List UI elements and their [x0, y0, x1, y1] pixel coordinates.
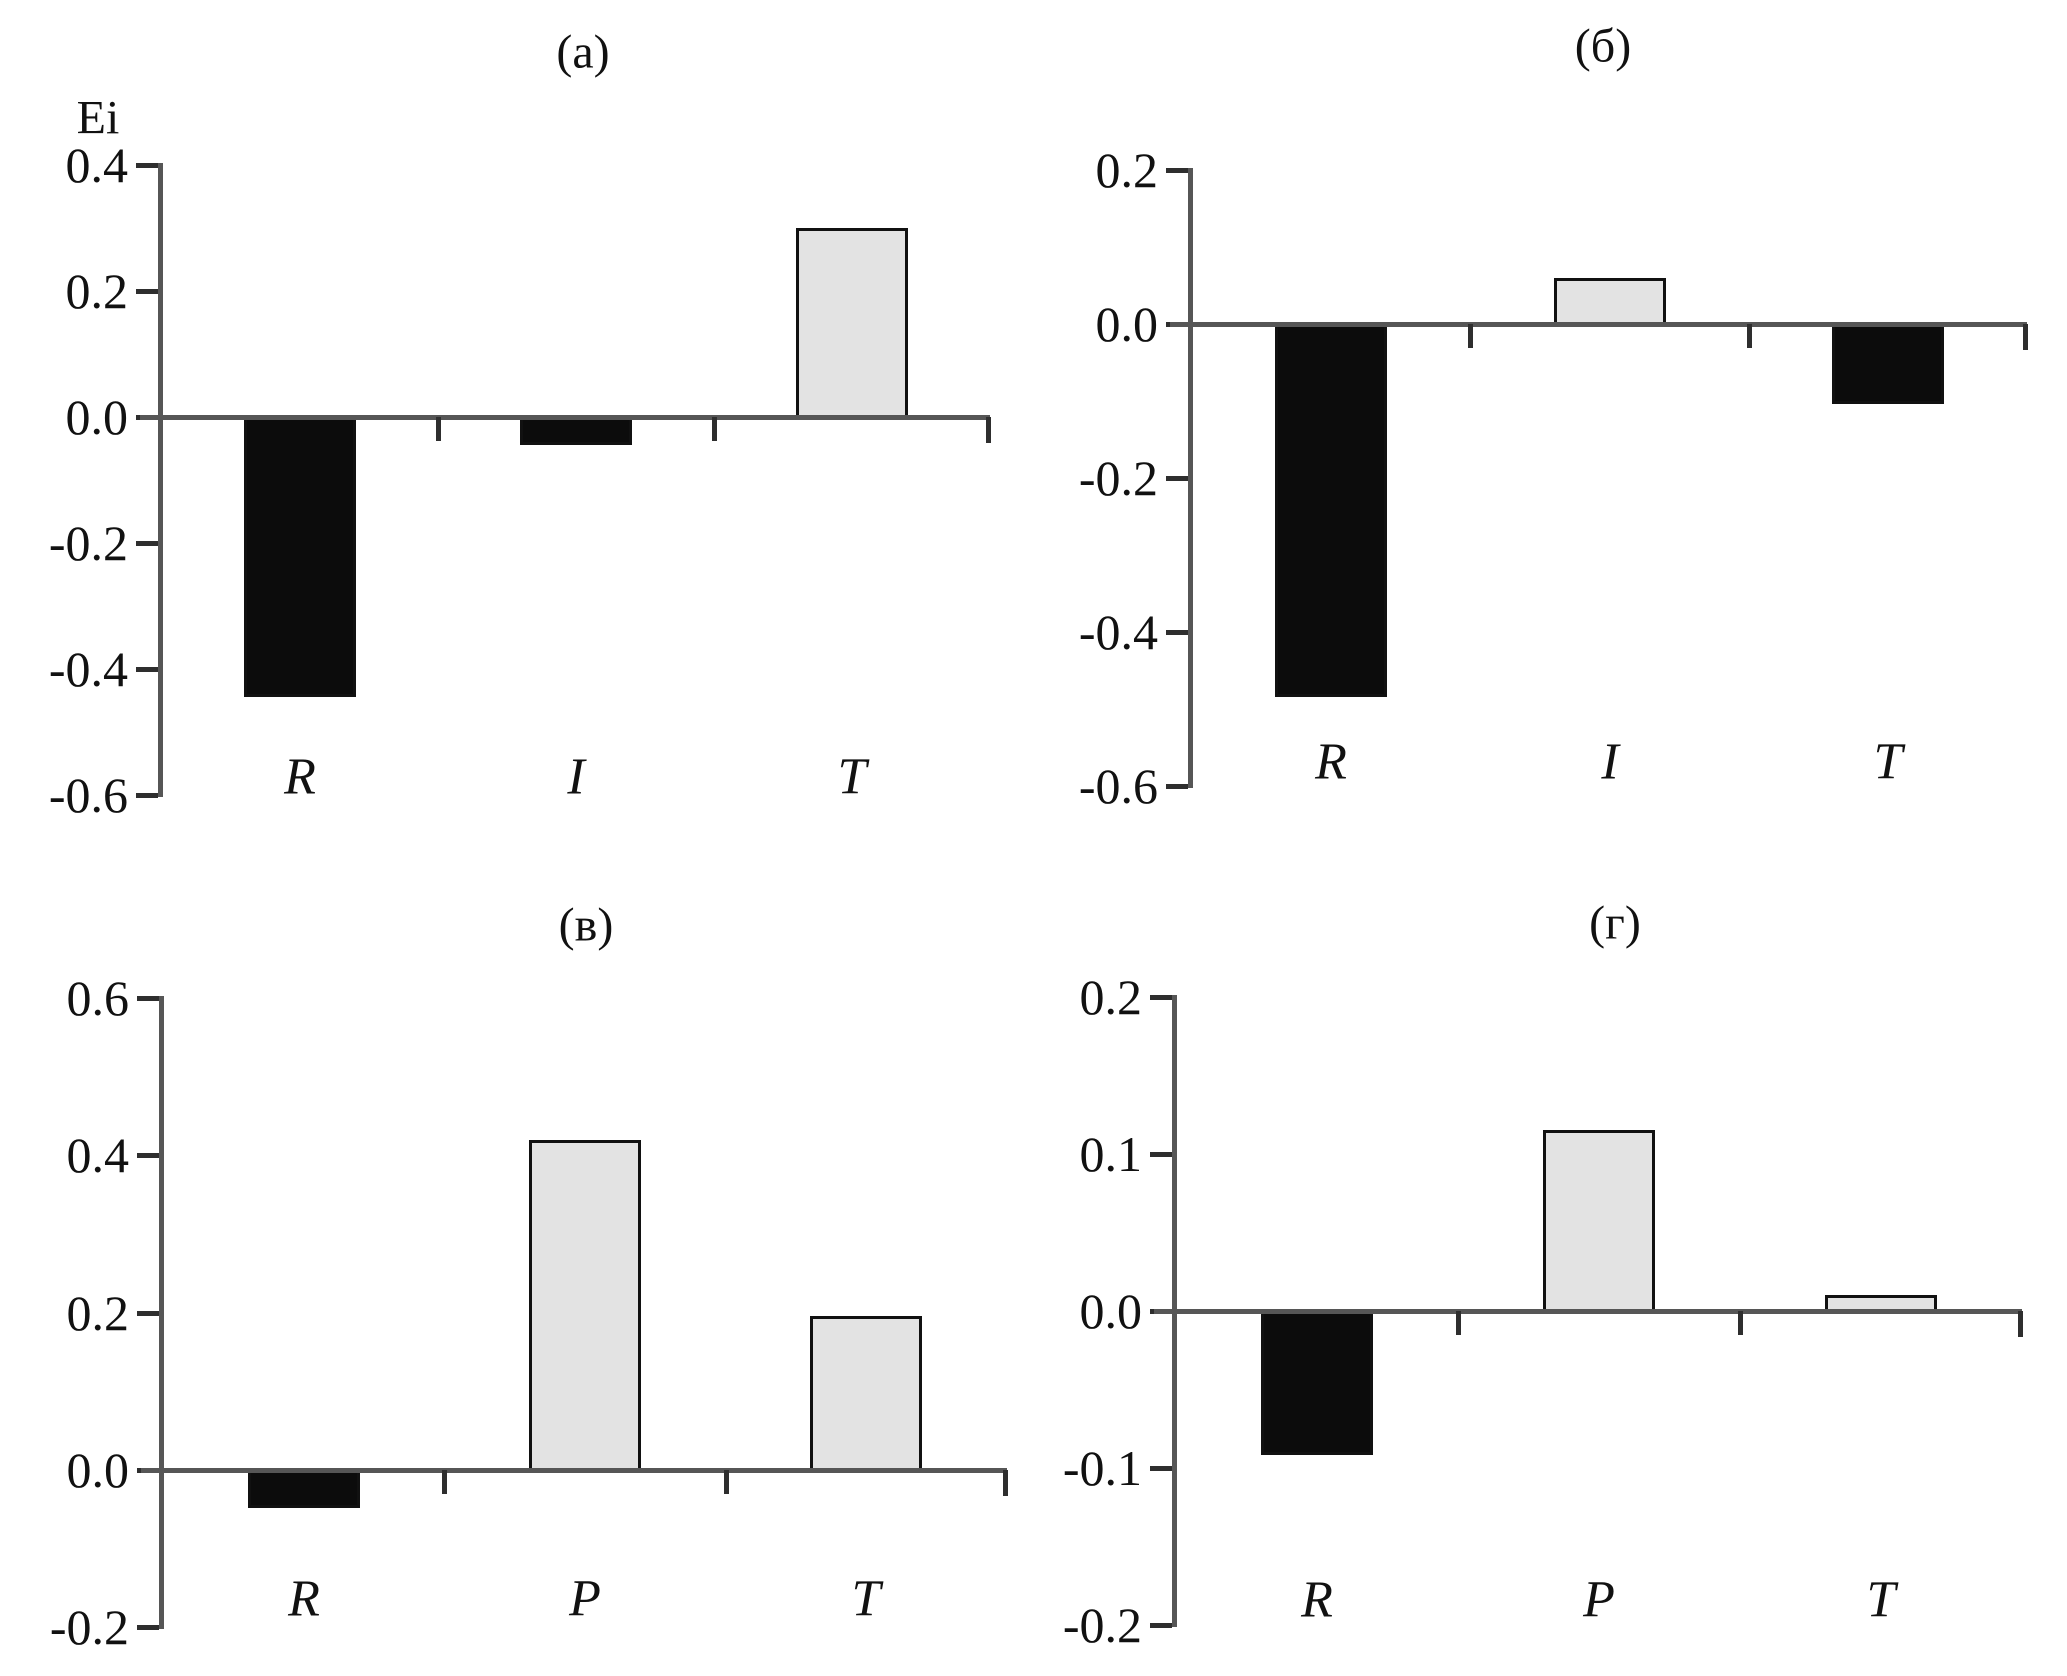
panel-g-ytick-label--0.2: -0.2 — [1062, 1597, 1142, 1653]
panel-g-xtick-2 — [1738, 1311, 1743, 1335]
panel-v-bar-P — [529, 1140, 641, 1473]
panel-a-y-axis — [158, 163, 163, 797]
panel-g-cat-label-R: R — [1301, 1571, 1333, 1629]
panel-a-ytick-label--0.4: -0.4 — [48, 641, 128, 697]
panel-v-xtick-2 — [724, 1470, 729, 1494]
panel-b-xtick-1 — [1468, 324, 1473, 348]
panel-g-ytick--0.2 — [1150, 1623, 1172, 1628]
panel-a-ytick-label-0.2: 0.2 — [65, 263, 129, 319]
panel-g-xtick-end — [2018, 1311, 2023, 1337]
panel-g-ytick-label-0.0: 0.0 — [1079, 1283, 1143, 1339]
panel-g-ytick-0.2 — [1150, 995, 1172, 1000]
panel-a-ytick-0.4 — [136, 163, 158, 168]
panel-b-xtick-2 — [1747, 324, 1752, 348]
panel-a-bar-R — [244, 417, 356, 697]
panel-b-cat-label-I: I — [1601, 733, 1619, 791]
panel-g-xtick-1 — [1456, 1311, 1461, 1335]
panel-v-ytick-label-0.0: 0.0 — [66, 1442, 130, 1498]
panel-a-xtick-end — [986, 417, 991, 443]
panel-v-cat-label-R: R — [288, 1570, 320, 1628]
panel-v-xtick-end — [1003, 1470, 1008, 1496]
panel-v-bar-T — [810, 1316, 922, 1473]
panel-a-zero-line — [140, 415, 990, 420]
panel-g-bar-P — [1543, 1130, 1655, 1314]
panel-v-ytick-label-0.4: 0.4 — [66, 1127, 130, 1183]
panel-b-ytick--0.2 — [1166, 476, 1188, 481]
panel-v-ytick-0.2 — [137, 1311, 159, 1316]
panel-a-ytick-label-0.4: 0.4 — [65, 137, 129, 193]
panel-a-ytick--0.6 — [136, 793, 158, 798]
panel-b-ytick-label--0.6: -0.6 — [1078, 758, 1158, 814]
panel-b-bar-I — [1554, 278, 1666, 327]
panel-a-ytick-label-0.0: 0.0 — [65, 389, 129, 445]
panel-b-ytick--0.6 — [1166, 784, 1188, 789]
panel-g-zero-line — [1154, 1309, 2022, 1314]
panel-v-xtick-1 — [442, 1470, 447, 1494]
panel-v-ytick-0.4 — [137, 1153, 159, 1158]
panel-b-zero-line — [1170, 322, 2027, 327]
panel-b-ytick-label--0.2: -0.2 — [1078, 450, 1158, 506]
panel-v-title: (в) — [558, 898, 614, 952]
panel-b-title: (б) — [1574, 19, 1632, 73]
panel-g-ytick-label-0.2: 0.2 — [1079, 969, 1143, 1025]
panel-v-ytick-label--0.2: -0.2 — [49, 1599, 129, 1655]
panel-b-ytick--0.4 — [1166, 630, 1188, 635]
panel-a-ytick-label--0.6: -0.6 — [48, 767, 128, 823]
panel-v-ytick-label-0.6: 0.6 — [66, 970, 130, 1026]
panel-a-cat-label-I: I — [567, 748, 585, 806]
panel-b-y-axis — [1188, 168, 1193, 788]
panel-g-ytick--0.1 — [1150, 1466, 1172, 1471]
panel-a-xtick-2 — [712, 417, 717, 441]
panel-v-ytick-label-0.2: 0.2 — [66, 1285, 130, 1341]
panel-a-cat-label-R: R — [284, 748, 316, 806]
panel-g-ytick-0.1 — [1150, 1152, 1172, 1157]
panel-v-cat-label-P: P — [569, 1570, 601, 1628]
panel-g-bar-R — [1261, 1311, 1373, 1455]
panel-a-ytick-0.2 — [136, 289, 158, 294]
panel-v-zero-line — [141, 1468, 1007, 1473]
panel-v-bar-R — [248, 1470, 360, 1508]
panel-b-cat-label-T: T — [1873, 733, 1903, 791]
panel-g-ytick-label--0.1: -0.1 — [1062, 1440, 1142, 1496]
panel-v-ytick--0.2 — [137, 1625, 159, 1630]
panel-g-cat-label-T: T — [1866, 1571, 1896, 1629]
panel-v-cat-label-T: T — [851, 1570, 881, 1628]
panel-b-ytick-0.2 — [1166, 168, 1188, 173]
panel-g-title: (г) — [1589, 896, 1641, 950]
panel-a-xtick-1 — [436, 417, 441, 441]
panel-a-bar-I — [520, 417, 632, 445]
panel-a-cat-label-T: T — [837, 748, 867, 806]
panel-g-cat-label-P: P — [1583, 1571, 1615, 1629]
panel-g-ytick-label-0.1: 0.1 — [1079, 1126, 1143, 1182]
y-axis-symbol: Ei — [76, 91, 120, 145]
panel-v-ytick-0.6 — [137, 996, 159, 1001]
panel-a-ytick-label--0.2: -0.2 — [48, 515, 128, 571]
panel-b-xtick-end — [2023, 324, 2028, 350]
panel-b-bar-R — [1275, 324, 1387, 697]
panel-a-title: (а) — [556, 25, 610, 79]
panel-v-y-axis — [159, 996, 164, 1629]
panel-b-cat-label-R: R — [1315, 733, 1347, 791]
panel-b-ytick-label-0.0: 0.0 — [1095, 296, 1159, 352]
panel-a-ytick--0.4 — [136, 667, 158, 672]
panel-a-ytick--0.2 — [136, 541, 158, 546]
panel-b-ytick-label--0.4: -0.4 — [1078, 604, 1158, 660]
panel-a-bar-T — [796, 228, 908, 420]
panel-b-ytick-label-0.2: 0.2 — [1095, 142, 1159, 198]
panel-b-bar-T — [1832, 324, 1944, 404]
